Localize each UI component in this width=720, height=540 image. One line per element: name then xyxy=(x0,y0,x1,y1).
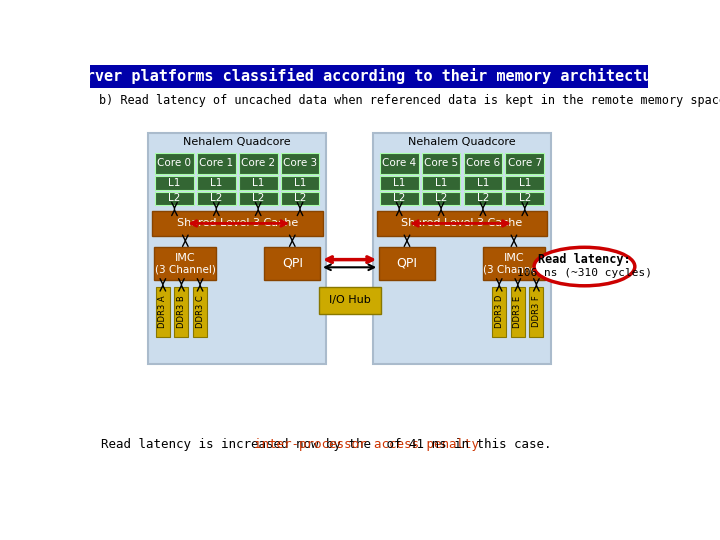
FancyBboxPatch shape xyxy=(239,177,277,190)
Text: L2: L2 xyxy=(477,193,489,204)
Text: DDR3 E: DDR3 E xyxy=(513,295,522,328)
FancyBboxPatch shape xyxy=(90,65,648,88)
FancyBboxPatch shape xyxy=(281,177,320,190)
Text: DDR3 C: DDR3 C xyxy=(196,295,204,328)
Text: 1.5 Server platforms classified according to their memory architecture (4): 1.5 Server platforms classified accordin… xyxy=(32,69,706,84)
FancyBboxPatch shape xyxy=(483,247,545,280)
FancyBboxPatch shape xyxy=(155,153,194,174)
Text: L2: L2 xyxy=(294,193,306,204)
Text: IMC: IMC xyxy=(503,253,524,263)
Text: IMC: IMC xyxy=(175,253,196,263)
FancyBboxPatch shape xyxy=(380,177,418,190)
Text: Core 7: Core 7 xyxy=(508,158,542,168)
Text: L2: L2 xyxy=(168,193,181,204)
Text: L2: L2 xyxy=(252,193,264,204)
FancyBboxPatch shape xyxy=(155,192,194,205)
FancyBboxPatch shape xyxy=(281,153,320,174)
FancyBboxPatch shape xyxy=(379,247,435,280)
FancyBboxPatch shape xyxy=(155,177,194,190)
Text: L1: L1 xyxy=(252,178,264,188)
FancyBboxPatch shape xyxy=(319,287,381,314)
Text: 106 ns (~310 cycles): 106 ns (~310 cycles) xyxy=(517,268,652,279)
FancyBboxPatch shape xyxy=(529,287,544,336)
FancyBboxPatch shape xyxy=(197,192,235,205)
Text: Core 1: Core 1 xyxy=(199,158,233,168)
FancyBboxPatch shape xyxy=(154,247,216,280)
Text: L1: L1 xyxy=(393,178,405,188)
Text: Core 4: Core 4 xyxy=(382,158,416,168)
FancyBboxPatch shape xyxy=(505,192,544,205)
Text: DDR3 B: DDR3 B xyxy=(177,295,186,328)
FancyBboxPatch shape xyxy=(505,153,544,174)
FancyBboxPatch shape xyxy=(464,153,503,174)
Text: Shared Level 3 Cache: Shared Level 3 Cache xyxy=(176,218,298,228)
Text: QPI: QPI xyxy=(397,257,418,270)
Text: DDR3 D: DDR3 D xyxy=(495,295,504,328)
FancyBboxPatch shape xyxy=(422,192,461,205)
Text: DDR3 A: DDR3 A xyxy=(158,295,167,328)
Text: L2: L2 xyxy=(435,193,447,204)
FancyBboxPatch shape xyxy=(422,153,461,174)
FancyBboxPatch shape xyxy=(264,247,320,280)
Text: (3 Channel): (3 Channel) xyxy=(155,265,216,275)
FancyBboxPatch shape xyxy=(377,211,547,236)
Text: DDR3 F: DDR3 F xyxy=(532,296,541,327)
Text: Read latency:: Read latency: xyxy=(538,253,631,266)
FancyBboxPatch shape xyxy=(152,211,323,236)
FancyBboxPatch shape xyxy=(239,192,277,205)
Text: L1: L1 xyxy=(210,178,222,188)
Text: L1: L1 xyxy=(477,178,489,188)
FancyBboxPatch shape xyxy=(239,153,277,174)
FancyBboxPatch shape xyxy=(148,132,326,363)
Text: L2: L2 xyxy=(210,193,222,204)
Text: Core 0: Core 0 xyxy=(158,158,192,168)
Text: Core 6: Core 6 xyxy=(466,158,500,168)
Text: I/O Hub: I/O Hub xyxy=(329,295,371,305)
Text: L1: L1 xyxy=(435,178,447,188)
FancyBboxPatch shape xyxy=(373,132,551,363)
Text: L2: L2 xyxy=(393,193,405,204)
Text: QPI: QPI xyxy=(282,257,303,270)
Text: Core 3: Core 3 xyxy=(283,158,317,168)
Text: L2: L2 xyxy=(518,193,531,204)
FancyBboxPatch shape xyxy=(380,153,418,174)
FancyBboxPatch shape xyxy=(156,287,170,336)
Text: inter-processor access penalty: inter-processor access penalty xyxy=(254,438,480,451)
Text: Nehalem Quadcore: Nehalem Quadcore xyxy=(184,137,291,147)
Text: of 41 ns in this case.: of 41 ns in this case. xyxy=(379,438,551,451)
Text: Nehalem Quadcore: Nehalem Quadcore xyxy=(408,137,516,147)
FancyBboxPatch shape xyxy=(492,287,506,336)
FancyBboxPatch shape xyxy=(464,177,503,190)
Text: (3 Channel): (3 Channel) xyxy=(484,265,544,275)
FancyBboxPatch shape xyxy=(464,192,503,205)
FancyBboxPatch shape xyxy=(422,177,461,190)
Text: L1: L1 xyxy=(168,178,181,188)
Text: Shared Level 3 Cache: Shared Level 3 Cache xyxy=(401,218,523,228)
FancyBboxPatch shape xyxy=(380,192,418,205)
Text: Read latency is increased now by the: Read latency is increased now by the xyxy=(101,438,378,451)
FancyBboxPatch shape xyxy=(197,153,235,174)
FancyBboxPatch shape xyxy=(197,177,235,190)
FancyBboxPatch shape xyxy=(505,177,544,190)
FancyBboxPatch shape xyxy=(281,192,320,205)
Text: Core 2: Core 2 xyxy=(241,158,275,168)
Text: b) Read latency of uncached data when referenced data is kept in the remote memo: b) Read latency of uncached data when re… xyxy=(99,94,720,107)
FancyBboxPatch shape xyxy=(174,287,189,336)
Text: L1: L1 xyxy=(518,178,531,188)
Ellipse shape xyxy=(534,247,635,286)
FancyBboxPatch shape xyxy=(510,287,525,336)
Text: Core 5: Core 5 xyxy=(424,158,458,168)
FancyBboxPatch shape xyxy=(193,287,207,336)
Text: L1: L1 xyxy=(294,178,306,188)
